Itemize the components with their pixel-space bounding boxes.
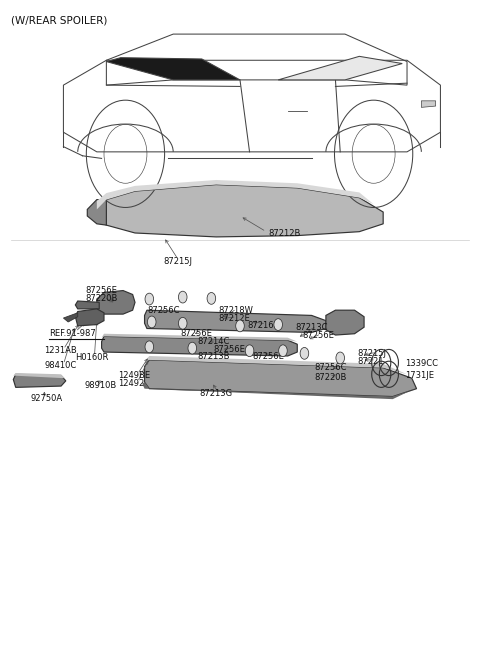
Text: 1231AB: 1231AB — [44, 346, 77, 355]
Text: 87218W: 87218W — [218, 306, 253, 315]
Circle shape — [147, 316, 156, 328]
Circle shape — [145, 293, 154, 305]
Text: 1731JE: 1731JE — [405, 371, 433, 380]
Polygon shape — [13, 374, 66, 388]
Text: 12492: 12492 — [118, 379, 144, 388]
Polygon shape — [75, 301, 99, 309]
Circle shape — [179, 291, 187, 303]
Circle shape — [274, 319, 282, 330]
Text: 87256C: 87256C — [147, 306, 180, 315]
Polygon shape — [63, 313, 78, 322]
Text: 87215J: 87215J — [357, 349, 386, 358]
Text: 87212E: 87212E — [218, 313, 250, 323]
Text: 87213G: 87213G — [199, 390, 233, 398]
Text: 98410C: 98410C — [44, 361, 77, 371]
Polygon shape — [102, 336, 297, 356]
Text: 87256E: 87256E — [214, 345, 246, 354]
Circle shape — [188, 342, 197, 354]
Text: 87216H: 87216H — [247, 321, 280, 330]
Text: 87220B: 87220B — [85, 294, 117, 303]
Polygon shape — [87, 200, 107, 225]
Text: 87215J: 87215J — [164, 257, 192, 265]
Polygon shape — [144, 360, 417, 397]
Polygon shape — [144, 310, 326, 332]
Text: (W/REAR SPOILER): (W/REAR SPOILER) — [11, 16, 108, 26]
Text: 98910B: 98910B — [85, 381, 117, 390]
Text: 87256E: 87256E — [252, 352, 284, 361]
Text: 87220B: 87220B — [314, 373, 347, 382]
Text: 92750A: 92750A — [30, 394, 62, 403]
Text: 87256C: 87256C — [314, 363, 347, 373]
Polygon shape — [75, 309, 104, 326]
Text: 1249BE: 1249BE — [118, 371, 150, 380]
Text: 1339CC: 1339CC — [405, 359, 438, 368]
Circle shape — [236, 320, 244, 332]
Polygon shape — [102, 334, 297, 342]
Text: H0160R: H0160R — [75, 353, 109, 363]
Text: 87256E: 87256E — [85, 286, 117, 295]
Circle shape — [145, 341, 154, 353]
Polygon shape — [107, 58, 240, 80]
Polygon shape — [326, 310, 364, 335]
Polygon shape — [97, 290, 135, 314]
Text: 87213C: 87213C — [295, 323, 327, 332]
Circle shape — [336, 352, 345, 364]
Text: 87256E: 87256E — [302, 330, 334, 340]
Polygon shape — [97, 185, 383, 237]
Text: 87212B: 87212B — [269, 229, 301, 238]
Text: REF.91-987: REF.91-987 — [49, 328, 96, 338]
Circle shape — [245, 345, 254, 357]
Text: 87221: 87221 — [357, 357, 384, 366]
Text: 87213B: 87213B — [197, 352, 229, 361]
Text: 87256E: 87256E — [180, 328, 212, 338]
Circle shape — [300, 348, 309, 359]
Circle shape — [279, 345, 287, 357]
Polygon shape — [144, 356, 407, 374]
Text: 87214C: 87214C — [197, 337, 229, 346]
Polygon shape — [278, 57, 402, 80]
Circle shape — [207, 292, 216, 304]
Circle shape — [179, 317, 187, 329]
Polygon shape — [142, 382, 417, 399]
Polygon shape — [13, 373, 65, 378]
Polygon shape — [97, 180, 373, 210]
Polygon shape — [421, 101, 436, 107]
